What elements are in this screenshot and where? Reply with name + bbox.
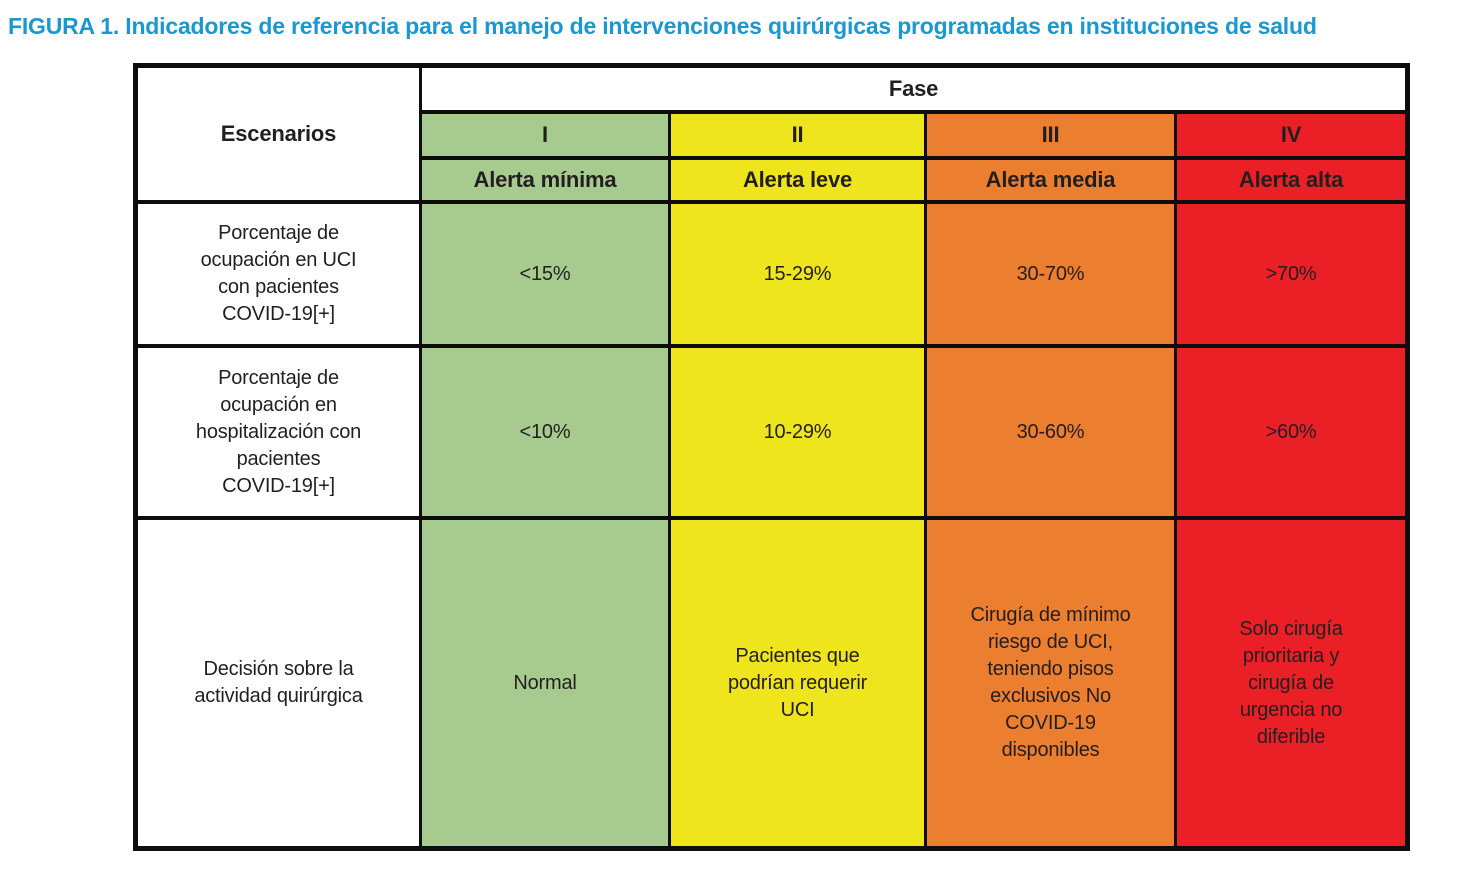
uci-occupancy-row: Porcentaje de ocupación en UCI con pacie… bbox=[134, 200, 1410, 348]
phase-i-header: I bbox=[419, 110, 671, 160]
alert-leve-header: Alerta leve bbox=[668, 156, 927, 204]
phase-iii-header: III bbox=[924, 110, 1177, 160]
phase-iv-header: IV bbox=[1173, 110, 1410, 160]
fase-header-row: Escenarios Fase bbox=[134, 63, 1410, 204]
uci-occupancy-phase-iv: >70% bbox=[1173, 200, 1410, 348]
phase-ii-header: II bbox=[668, 110, 927, 160]
indicators-table: Escenarios Fase I II III IV Alerta mínim… bbox=[133, 63, 1411, 851]
hosp-occupancy-phase-ii: 10-29% bbox=[668, 344, 927, 520]
phase-numeral-row: I II III IV bbox=[136, 110, 1410, 160]
hosp-occupancy-phase-iv: >60% bbox=[1173, 344, 1410, 520]
alert-minima-header: Alerta mínima bbox=[419, 156, 671, 204]
fase-header: Fase bbox=[418, 63, 1410, 114]
uci-occupancy-phase-i: <15% bbox=[419, 200, 671, 348]
row-label-surgical-decision: Decisión sobre la actividad quirúrgica bbox=[134, 516, 422, 851]
uci-occupancy-phase-iii: 30-70% bbox=[924, 200, 1177, 348]
alert-media-header: Alerta media bbox=[924, 156, 1177, 204]
surgical-decision-phase-iv: Solo cirugía prioritaria y cirugía de ur… bbox=[1173, 516, 1410, 851]
surgical-decision-row: Decisión sobre la actividad quirúrgica N… bbox=[134, 516, 1410, 851]
escenarios-header: Escenarios bbox=[134, 63, 422, 204]
hospitalization-occupancy-row: Porcentaje de ocupación en hospitalizaci… bbox=[134, 344, 1410, 520]
surgical-decision-phase-i: Normal bbox=[419, 516, 671, 851]
hosp-occupancy-phase-i: <10% bbox=[419, 344, 671, 520]
hosp-occupancy-phase-iii: 30-60% bbox=[924, 344, 1177, 520]
surgical-decision-phase-ii: Pacientes que podrían requerir UCI bbox=[668, 516, 927, 851]
alert-alta-header: Alerta alta bbox=[1173, 156, 1410, 204]
alert-level-row: Alerta mínima Alerta leve Alerta media A… bbox=[136, 156, 1410, 204]
row-label-hospitalization-occupancy: Porcentaje de ocupación en hospitalizaci… bbox=[134, 344, 422, 520]
uci-occupancy-phase-ii: 15-29% bbox=[668, 200, 927, 348]
figure-title: FIGURA 1. Indicadores de referencia para… bbox=[8, 13, 1317, 39]
row-label-uci-occupancy: Porcentaje de ocupación en UCI con pacie… bbox=[134, 200, 422, 348]
surgical-decision-phase-iii: Cirugía de mínimo riesgo de UCI, teniend… bbox=[924, 516, 1177, 851]
